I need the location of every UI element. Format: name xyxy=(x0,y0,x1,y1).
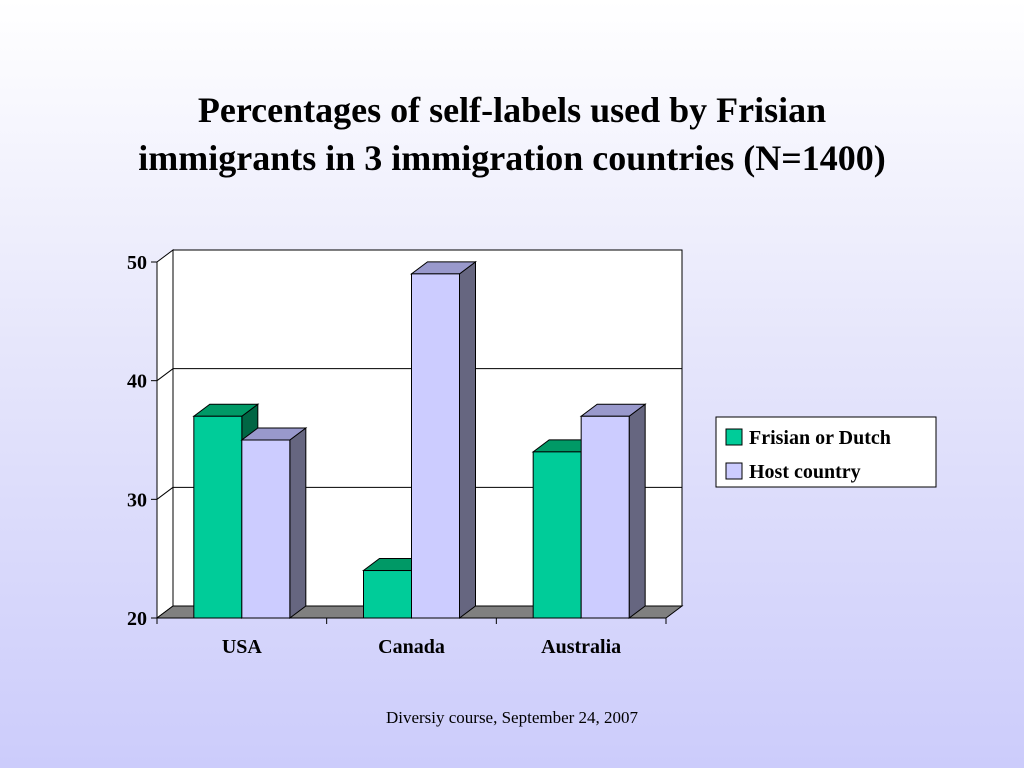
title-line-1: Percentages of self-labels used by Frisi… xyxy=(197,90,827,130)
bar-host-country-usa xyxy=(240,427,308,619)
bar-front xyxy=(241,439,291,619)
bar-front xyxy=(363,570,412,619)
y-tick-label: 30 xyxy=(127,489,147,511)
gridline-side xyxy=(156,486,174,500)
bar-front xyxy=(193,415,243,619)
x-tick-label: Canada xyxy=(378,636,445,658)
x-tick-label: Australia xyxy=(541,636,621,658)
bar-side xyxy=(289,427,307,619)
bar-host-country-canada xyxy=(410,260,477,619)
legend-swatch xyxy=(725,462,743,480)
legend-box xyxy=(715,416,937,488)
chart-legend: Frisian or Dutch Host country xyxy=(715,416,937,488)
title-line-2: immigrants in 3 immigration countries (N… xyxy=(138,138,886,178)
bar-side xyxy=(459,260,476,619)
bar-front xyxy=(411,273,460,619)
bar-front xyxy=(532,451,582,619)
chart-title: Percentages of self-labels used by Frisi… xyxy=(0,86,1024,182)
legend-label: Frisian or Dutch xyxy=(749,427,891,449)
chart-axes: 20 30 40 50 USA Canada Australia xyxy=(127,252,667,658)
y-tick-label: 20 xyxy=(127,608,147,630)
bar-host-country-australia xyxy=(579,403,647,619)
gridline-side xyxy=(156,368,174,382)
x-tick-label: USA xyxy=(222,636,263,658)
chart-bars xyxy=(192,260,647,619)
legend-swatch xyxy=(725,428,743,446)
slide-footer: Diversiy course, September 24, 2007 xyxy=(385,708,639,727)
bar-side xyxy=(628,403,646,619)
legend-label: Host country xyxy=(749,461,861,483)
y-tick-label: 40 xyxy=(127,371,147,393)
plot-side-wall xyxy=(156,249,174,619)
bar-front xyxy=(580,415,630,619)
y-tick-label: 50 xyxy=(127,252,147,274)
